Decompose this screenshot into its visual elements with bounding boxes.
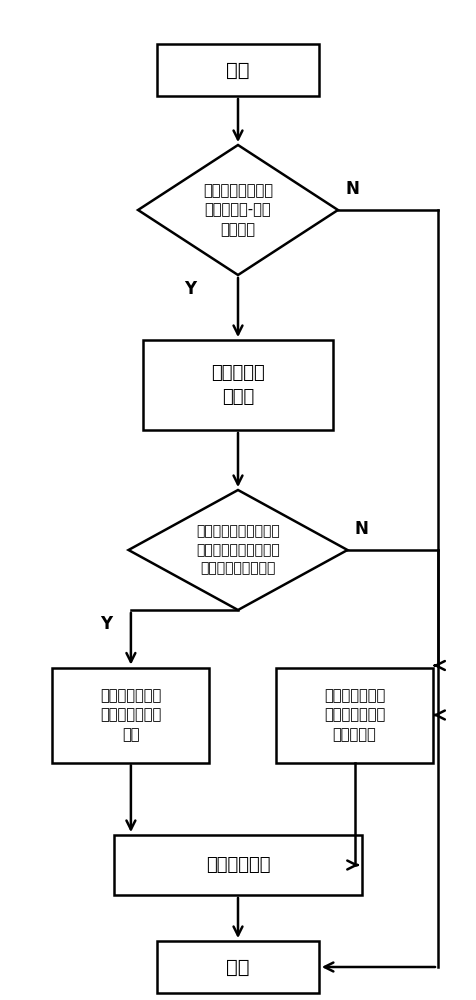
Text: 以正常运行极限
不平衡电流计算
功率调整量: 以正常运行极限 不平衡电流计算 功率调整量 (324, 688, 385, 742)
Text: N: N (355, 520, 368, 538)
FancyBboxPatch shape (114, 835, 362, 895)
FancyBboxPatch shape (157, 44, 319, 96)
FancyBboxPatch shape (52, 668, 209, 762)
Text: Y: Y (100, 615, 112, 633)
Polygon shape (138, 145, 338, 275)
Text: 是否有直流输电工
程处于单极-大地
运行方式: 是否有直流输电工 程处于单极-大地 运行方式 (203, 183, 273, 237)
Text: 发出调整命令: 发出调整命令 (206, 856, 270, 874)
Text: N: N (345, 180, 359, 198)
Text: 结束: 结束 (226, 958, 250, 976)
Text: 开始: 开始 (226, 60, 250, 80)
Text: Y: Y (184, 280, 197, 298)
Polygon shape (129, 490, 347, 610)
Text: 闭合联络线
断路器: 闭合联络线 断路器 (211, 364, 265, 406)
FancyBboxPatch shape (157, 941, 319, 993)
Text: 以单极运行接地
电流计算功率调
整量: 以单极运行接地 电流计算功率调 整量 (100, 688, 161, 742)
FancyBboxPatch shape (276, 668, 433, 762)
Text: 正常运行的直流所能承
受的不平衡电流是否大
于单极运行接地电流: 正常运行的直流所能承 受的不平衡电流是否大 于单极运行接地电流 (196, 525, 280, 575)
FancyBboxPatch shape (143, 340, 333, 430)
